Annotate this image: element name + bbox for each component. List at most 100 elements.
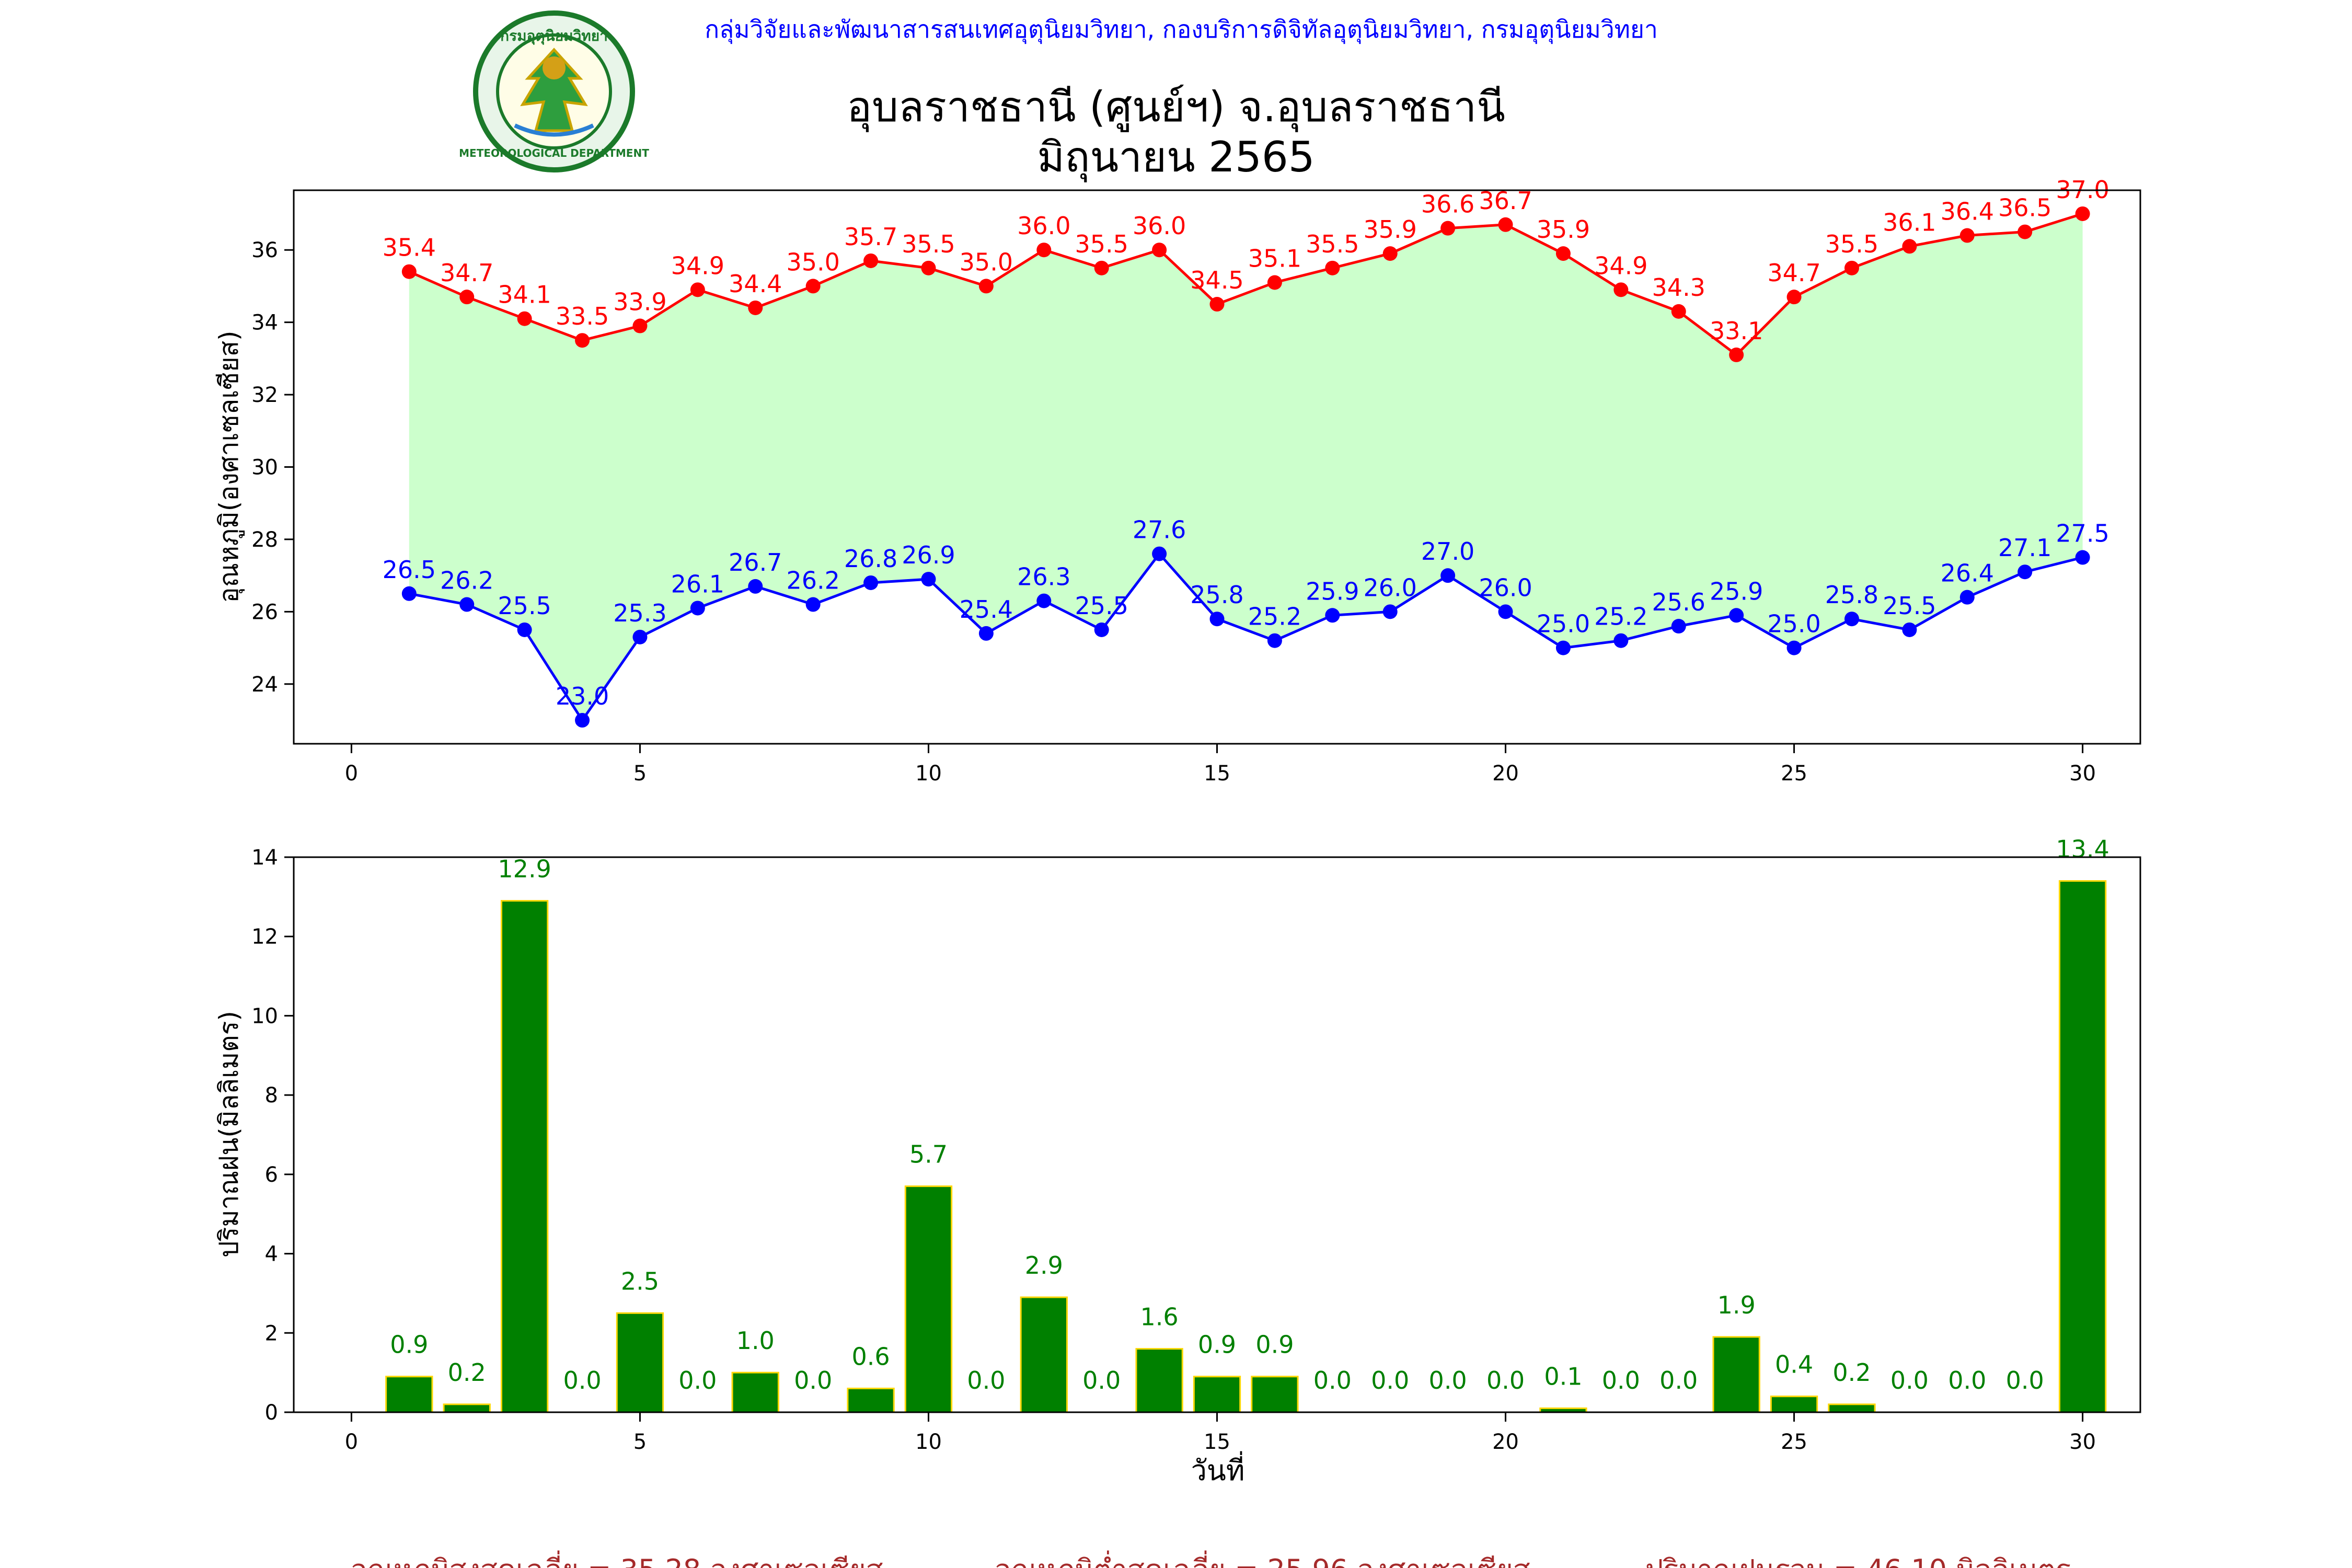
x-tick-label: 30 [2069,1430,2096,1454]
min-temp-line [409,551,2083,723]
y-tick-label: 36 [251,238,278,262]
max-temp-data-label: 34.7 [1767,259,1820,287]
rain-bar [1020,1296,1068,1413]
temperature-chart: 35.434.734.133.533.934.934.435.035.7 35.5… [214,176,2141,786]
temperature-y-ticks: 24 26 28 30 32 34 36 [251,238,294,697]
min-temp-point [978,626,994,641]
x-tick-label: 0 [345,762,358,786]
max-temp-point [805,279,821,294]
min-temp-point [1844,612,1859,627]
y-tick-label: 24 [251,673,278,697]
min-temp-data-label: 23.0 [556,682,609,710]
avg-max-summary: อุณหภูมิสูงสุดเฉลี่ย = 35.28 องศาเซลเซีย… [350,1550,883,1568]
x-tick-label: 25 [1781,762,1807,786]
max-temp-point [1671,304,1686,319]
min-temp-point [1267,633,1282,648]
max-temp-point [921,260,936,275]
min-temp-point [1555,640,1571,655]
rain-data-label: 0.0 [563,1366,601,1394]
x-tick-label: 5 [633,762,647,786]
max-temp-data-label: 36.1 [1883,208,1936,236]
max-temp-data-label: 34.1 [498,281,551,309]
chart-title: อุบลราชธานี (ศูนย์ฯ) จ.อุบลราชธานี [847,83,1505,132]
max-temp-point [1152,243,1167,258]
rainfall-x-axis-label: วันที่ [1191,1451,1245,1487]
rainfall-data-labels: 0.9 0.2 12.9 0.0 2.5 0.0 1.0 0.0 0.6 5.7 0.0 2.9 0.0… [390,835,2109,1394]
min-temp-point [517,622,532,637]
min-temp-data-label: 26.8 [844,545,897,573]
min-temp-point [575,713,590,728]
max-temp-point [1325,260,1340,275]
max-temp-point [401,264,417,279]
min-temp-data-label: 27.1 [1998,534,2051,562]
rain-data-label: 12.9 [498,855,551,883]
y-tick-label: 6 [265,1163,278,1187]
max-temp-point [1844,260,1859,275]
total-rain-summary: ปริมาณฝนรวม = 46.10 มิลลิเมตร [1645,1553,2071,1568]
max-temp-point [1094,260,1109,275]
min-temp-point [1786,640,1802,655]
chart-subtitle: มิถุนายน 2565 [1037,133,1315,182]
rainfall-y-ticks: 0 2 4 6 8 10 12 14 [251,846,294,1425]
min-temp-point [1382,604,1398,619]
min-temp-point [1209,612,1225,627]
rain-data-label: 0.0 [1659,1366,1698,1394]
rain-data-label: 0.2 [448,1358,486,1387]
max-temp-point [459,290,475,305]
min-temp-data-label: 25.5 [1075,592,1128,620]
max-temp-data-label: 35.7 [844,223,897,251]
rain-bar [1770,1396,1818,1413]
max-temp-data-label: 33.9 [613,288,666,316]
y-tick-label: 2 [265,1321,278,1345]
x-tick-label: 5 [633,1430,647,1454]
rain-data-label: 13.4 [2056,835,2109,863]
max-temp-data-label: 36.6 [1421,190,1474,218]
min-temp-data-label: 26.0 [1479,573,1532,602]
fill-between-max-min [409,214,2083,720]
rain-bar [1251,1376,1299,1413]
min-temp-point [1152,546,1167,561]
max-temp-point [517,311,532,326]
rain-data-label: 0.9 [1255,1331,1294,1359]
min-temp-data-label: 25.2 [1594,603,1647,631]
x-tick-label: 20 [1492,762,1519,786]
temperature-x-ticks: 0 5 10 15 20 25 30 [345,744,2096,786]
min-temp-data-label: 26.0 [1364,573,1417,602]
temperature-y-axis-label: อุณหภูมิ(องศาเซลเซียส) [214,330,245,603]
min-temp-point [1729,608,1744,623]
min-temp-point [921,572,936,587]
max-temp-data-label: 35.4 [383,234,436,262]
min-temp-data-label: 25.0 [1767,610,1820,638]
rain-data-label: 0.0 [1429,1366,1467,1394]
min-temp-data-label: 25.9 [1306,577,1359,605]
min-temp-data-label: 26.1 [671,570,724,598]
y-tick-label: 0 [265,1401,278,1425]
y-tick-label: 12 [251,925,278,949]
rain-data-label: 0.0 [794,1366,832,1394]
min-temp-point [2017,564,2033,580]
rain-data-label: 0.6 [851,1342,890,1370]
max-temp-point [2017,224,2033,239]
rain-data-label: 1.6 [1140,1303,1179,1331]
y-tick-label: 26 [251,600,278,624]
max-temp-data-label: 35.5 [902,230,955,258]
max-temp-data-label: 34.3 [1652,273,1705,302]
min-temp-point [632,629,648,644]
min-temp-data-label: 25.8 [1825,581,1878,609]
x-tick-label: 25 [1781,1430,1807,1454]
min-temp-data-label: 26.5 [383,556,436,584]
y-tick-label: 4 [265,1242,278,1266]
max-temp-point [1498,217,1513,232]
max-temp-data-label: 36.7 [1479,187,1532,215]
max-temp-data-label: 34.4 [729,270,782,298]
rain-data-label: 2.5 [621,1267,659,1295]
max-temp-point [1036,243,1052,258]
rain-bar [1135,1348,1183,1413]
min-temp-point [1094,622,1109,637]
max-temp-point [632,318,648,333]
rain-bar [1193,1376,1241,1413]
rain-bar [385,1376,433,1413]
rain-data-label: 0.0 [1486,1366,1525,1394]
rain-bar [500,900,549,1413]
rain-data-label: 1.9 [1717,1291,1756,1319]
